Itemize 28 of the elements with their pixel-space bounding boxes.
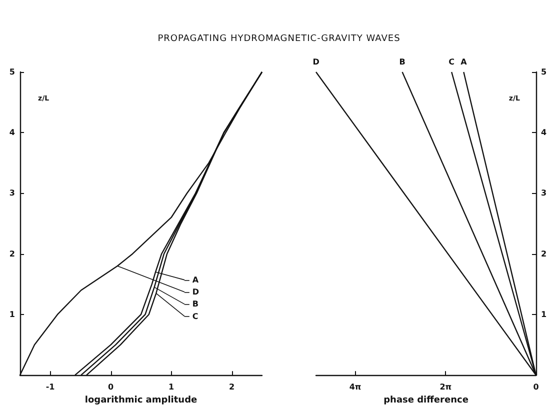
series-label: D — [312, 58, 320, 66]
series-label: C — [448, 58, 455, 66]
x-axis-title: logarithmic amplitude — [84, 396, 198, 406]
legend-label: A — [192, 275, 200, 284]
series-label: B — [399, 58, 406, 66]
y-tick-label: 3 — [541, 188, 547, 198]
legend-label: B — [192, 300, 199, 309]
x-tick-label: 2π — [440, 382, 452, 392]
x-tick-label: 0 — [533, 382, 540, 392]
series-label: A — [460, 58, 468, 66]
legend-label: D — [192, 288, 200, 297]
y-tick-label: 2 — [541, 249, 547, 258]
y-tick-label: 4 — [9, 128, 16, 138]
y-tick-label: 1 — [9, 310, 16, 319]
x-axis-title: phase difference — [384, 396, 468, 406]
x-tick-label: 4π — [349, 382, 362, 392]
y-tick-label: 2 — [9, 249, 15, 258]
x-tick-label: -1 — [46, 382, 56, 392]
y-tick-label: 5 — [9, 68, 16, 76]
y-tick-label: 5 — [541, 68, 547, 76]
y-tick-label: 4 — [541, 128, 547, 138]
x-tick-label: 1 — [168, 382, 174, 392]
x-tick-label: 0 — [108, 382, 114, 392]
x-tick-label: 2 — [228, 382, 235, 392]
chart-title: PROPAGATING HYDROMAGNETIC-GRAVITY WAVES — [156, 34, 402, 44]
y-tick-label: 1 — [541, 310, 547, 319]
y-tick-label: 3 — [9, 188, 15, 198]
legend-label: C — [192, 312, 198, 321]
